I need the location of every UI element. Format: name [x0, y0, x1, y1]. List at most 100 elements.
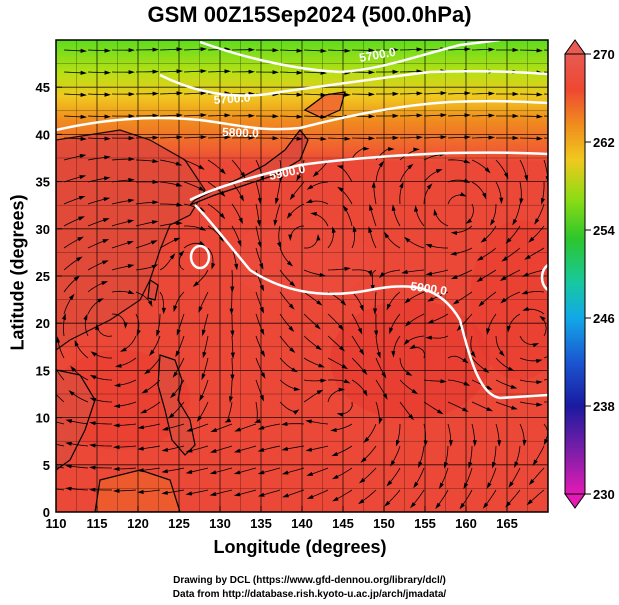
streamline-arrow [173, 305, 178, 313]
streamline-arrow [338, 387, 346, 392]
colorbar-tick-label: 254 [593, 223, 615, 238]
streamline-arrow [200, 47, 207, 52]
streamline-arrow [536, 136, 543, 141]
streamline-arrow [176, 47, 183, 52]
streamline-arrow [224, 69, 231, 74]
y-tick-label: 30 [36, 222, 50, 237]
streamline-arrow [198, 240, 206, 246]
streamline-arrow [185, 448, 193, 453]
streamline-arrow [315, 344, 323, 351]
streamline-arrow [199, 394, 205, 402]
streamline-arrow [486, 407, 493, 412]
streamline-arrow [416, 91, 423, 96]
streamline-arrow [172, 371, 178, 378]
streamline-arrow [522, 306, 529, 311]
streamline-arrow [200, 69, 207, 74]
streamline-arrow [275, 197, 279, 205]
streamline-arrow [79, 175, 87, 180]
streamline-arrow [248, 47, 255, 52]
taiwan [147, 278, 159, 301]
streamline-arrow [148, 300, 153, 307]
colorbar-tick-label: 238 [593, 399, 615, 414]
streamline-arrow [113, 488, 120, 493]
streamline-arrow [373, 308, 378, 315]
streamline-arrow [224, 135, 231, 140]
streamline-arrow [136, 329, 141, 337]
streamline-arrow [486, 482, 492, 489]
streamline-arrow [97, 298, 104, 303]
streamline-arrow [389, 327, 394, 335]
warm-region [230, 220, 370, 300]
streamline-arrow [450, 231, 458, 236]
streamline-arrow [289, 347, 296, 353]
streamline-arrow [77, 236, 84, 242]
streamline-arrow [296, 136, 303, 141]
streamline-arrow [392, 91, 399, 96]
streamline-arrow [482, 502, 489, 509]
streamline-arrow [192, 281, 199, 287]
streamline-arrow [169, 253, 176, 260]
streamline-arrow [472, 440, 477, 447]
streamline-arrow [128, 198, 135, 203]
streamline-arrow [104, 155, 111, 160]
streamline-arrow [435, 169, 443, 174]
streamline-arrow [175, 350, 180, 358]
streamline-arrow [79, 154, 87, 159]
streamline-arrow [101, 281, 109, 286]
streamline-arrow [257, 425, 265, 430]
streamline-arrow [161, 469, 168, 474]
streamline-arrow [499, 275, 507, 281]
streamline-arrow [102, 218, 110, 223]
x-tick-label: 165 [496, 516, 518, 531]
streamline-arrow [257, 447, 265, 452]
streamline-arrow [410, 502, 416, 509]
streamline-arrow [512, 47, 519, 52]
streamline-arrow [175, 182, 183, 187]
streamline-arrow [239, 194, 244, 202]
streamline-arrow [306, 184, 314, 190]
streamline-arrow [176, 91, 183, 96]
streamline-arrow [237, 240, 242, 247]
streamline-arrow [211, 262, 216, 270]
x-tick-label: 120 [127, 516, 149, 531]
streamline-arrow [292, 409, 300, 415]
streamline-arrow [536, 380, 543, 385]
streamline-arrow [288, 303, 295, 310]
streamline-arrow [229, 396, 233, 403]
streamline [56, 393, 65, 403]
streamline-arrow [338, 324, 344, 331]
streamline-arrow [286, 212, 293, 219]
streamline-arrow [83, 313, 88, 321]
streamline-arrow [127, 264, 135, 269]
streamline-arrow [371, 181, 376, 188]
contour-5900 [189, 151, 548, 202]
streamline-arrow [281, 421, 288, 426]
streamline-arrow [521, 290, 529, 295]
streamline-arrow [462, 358, 469, 364]
streamline-arrow [532, 459, 538, 466]
y-axis-label: Latitude (degrees) [7, 194, 28, 351]
streamline-arrow [413, 481, 419, 489]
streamline-arrow [140, 409, 147, 414]
streamline-arrow [248, 135, 255, 140]
streamline-arrow [259, 263, 264, 270]
philippines [157, 354, 196, 456]
streamline-arrow [150, 240, 158, 245]
streamline-arrow [198, 306, 203, 313]
streamline-arrow [463, 178, 471, 183]
streamline-arrow [344, 136, 351, 141]
streamline-arrow [175, 161, 183, 166]
streamline-arrow [282, 493, 289, 498]
y-tick-label: 25 [36, 269, 50, 284]
streamline-arrow [170, 392, 176, 399]
streamline-arrow [344, 92, 351, 97]
streamline-arrow [524, 175, 529, 182]
streamline-arrow [404, 236, 411, 243]
streamline-arrow [391, 204, 396, 211]
streamline-arrow [358, 498, 365, 505]
streamline-arrow [152, 69, 159, 74]
streamline-arrow [337, 186, 344, 192]
streamline-arrow [200, 113, 207, 118]
streamline-arrow [202, 351, 207, 359]
streamline-arrow [137, 425, 144, 430]
